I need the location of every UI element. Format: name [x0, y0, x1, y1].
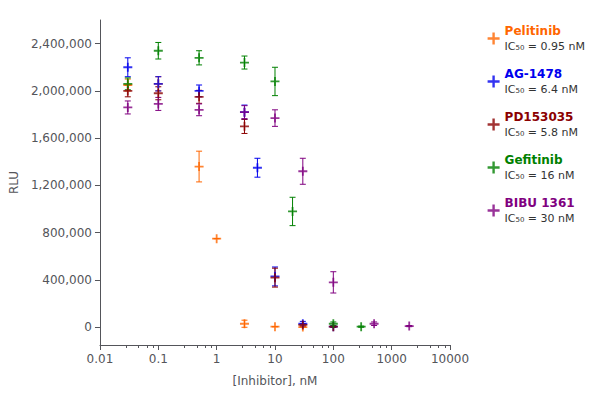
svg-text:IC₅₀ = 0.95 nM: IC₅₀ = 0.95 nM	[505, 40, 585, 53]
svg-text:2,400,000: 2,400,000	[31, 37, 92, 51]
svg-text:100: 100	[322, 352, 345, 366]
svg-text:0.1: 0.1	[149, 352, 168, 366]
svg-text:400,000: 400,000	[42, 273, 92, 287]
svg-text:Gefitinib: Gefitinib	[505, 153, 563, 167]
svg-text:1000: 1000	[376, 352, 407, 366]
svg-text:IC₅₀ = 5.8 nM: IC₅₀ = 5.8 nM	[505, 126, 578, 139]
svg-text:PD153035: PD153035	[505, 110, 574, 124]
svg-text:800,000: 800,000	[42, 226, 92, 240]
svg-text:[Inhibitor], nM: [Inhibitor], nM	[233, 374, 318, 388]
svg-text:BIBU 1361: BIBU 1361	[505, 196, 575, 210]
svg-text:10000: 10000	[431, 352, 469, 366]
svg-text:1,200,000: 1,200,000	[31, 178, 92, 192]
svg-text:1: 1	[213, 352, 221, 366]
svg-text:0.01: 0.01	[87, 352, 114, 366]
svg-text:RLU: RLU	[7, 171, 21, 194]
svg-text:IC₅₀ = 30 nM: IC₅₀ = 30 nM	[505, 212, 575, 225]
svg-text:AG-1478: AG-1478	[505, 67, 563, 81]
svg-text:IC₅₀ = 6.4 nM: IC₅₀ = 6.4 nM	[505, 83, 578, 96]
svg-text:10: 10	[267, 352, 282, 366]
svg-text:Pelitinib: Pelitinib	[505, 24, 562, 38]
svg-text:0: 0	[84, 320, 92, 334]
svg-text:1,600,000: 1,600,000	[31, 131, 92, 145]
svg-text:2,000,000: 2,000,000	[31, 84, 92, 98]
svg-text:IC₅₀ = 16 nM: IC₅₀ = 16 nM	[505, 169, 575, 182]
